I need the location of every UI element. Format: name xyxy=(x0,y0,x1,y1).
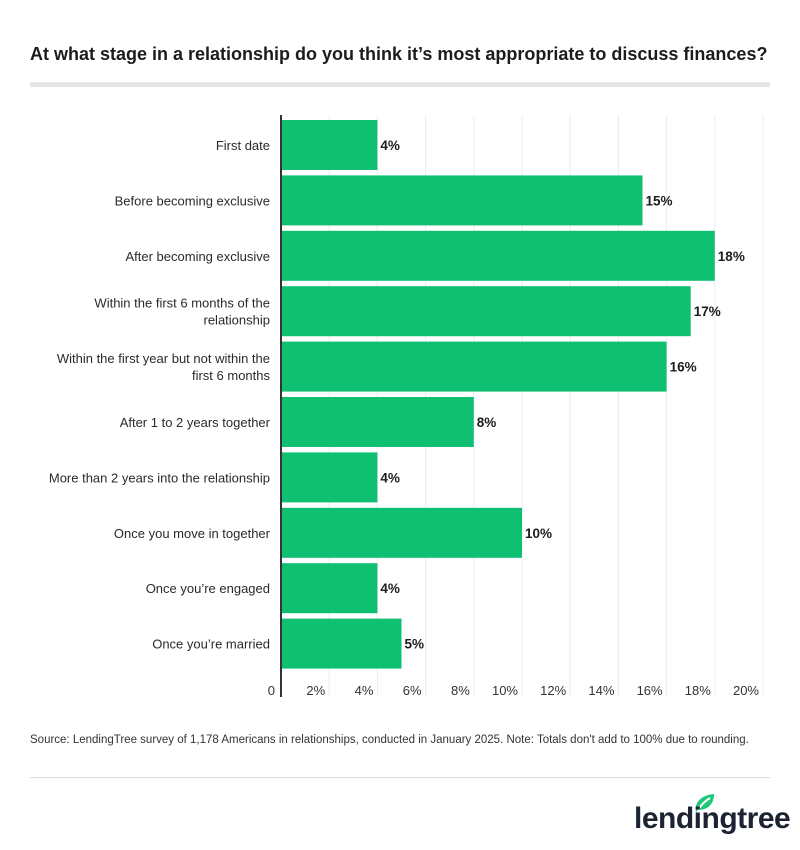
footer-divider xyxy=(30,777,770,778)
category-label: First date xyxy=(216,138,270,153)
data-label: 4% xyxy=(380,470,400,485)
x-tick-label: 4% xyxy=(355,683,374,698)
x-tick-label: 0 xyxy=(268,683,275,698)
x-tick-label: 16% xyxy=(637,683,663,698)
bar xyxy=(281,341,667,392)
bar xyxy=(281,175,643,226)
x-tick-label: 8% xyxy=(451,683,470,698)
chart-title: At what stage in a relationship do you t… xyxy=(30,44,768,64)
data-label: 5% xyxy=(405,637,425,652)
title-divider xyxy=(30,82,770,87)
category-label: first 6 months xyxy=(192,368,271,383)
data-label: 17% xyxy=(694,304,721,319)
bar xyxy=(281,563,378,614)
category-label: Once you’re married xyxy=(152,637,270,652)
x-tick-label: 20% xyxy=(733,683,759,698)
data-label: 4% xyxy=(380,138,400,153)
data-label: 4% xyxy=(380,581,400,596)
category-label: Before becoming exclusive xyxy=(115,193,270,208)
bar xyxy=(281,397,474,447)
logo-text: lendingtree xyxy=(634,802,791,835)
data-label: 15% xyxy=(646,193,673,208)
category-label: After becoming exclusive xyxy=(125,249,270,264)
bar xyxy=(281,230,715,281)
category-label: Once you move in together xyxy=(114,526,271,541)
data-label: 18% xyxy=(718,249,745,264)
data-label: 16% xyxy=(670,360,697,375)
source-note: Source: LendingTree survey of 1,178 Amer… xyxy=(30,734,749,746)
category-label: Within the first year but not within the xyxy=(57,351,270,366)
category-label: More than 2 years into the relationship xyxy=(49,470,270,485)
leaf-icon xyxy=(695,794,714,812)
x-tick-label: 2% xyxy=(306,683,325,698)
x-tick-label: 18% xyxy=(685,683,711,698)
category-label: After 1 to 2 years together xyxy=(120,415,271,430)
bar xyxy=(281,120,378,170)
bar xyxy=(281,286,691,337)
bar xyxy=(281,507,522,558)
category-label: Once you’re engaged xyxy=(146,581,270,596)
data-label: 10% xyxy=(525,526,552,541)
x-tick-label: 12% xyxy=(540,683,566,698)
bar xyxy=(281,618,402,669)
x-tick-label: 14% xyxy=(588,683,614,698)
data-label: 8% xyxy=(477,415,497,430)
bar xyxy=(281,452,378,503)
bar-chart: 0 2% 4% 6% 8% 10% 12% 14% 16% 18% 20% 4% First date 1… xyxy=(49,115,764,698)
category-label: Within the first 6 months of the xyxy=(94,296,270,311)
x-tick-label: 10% xyxy=(492,683,518,698)
category-label: relationship xyxy=(204,313,271,328)
x-tick-label: 6% xyxy=(403,683,422,698)
